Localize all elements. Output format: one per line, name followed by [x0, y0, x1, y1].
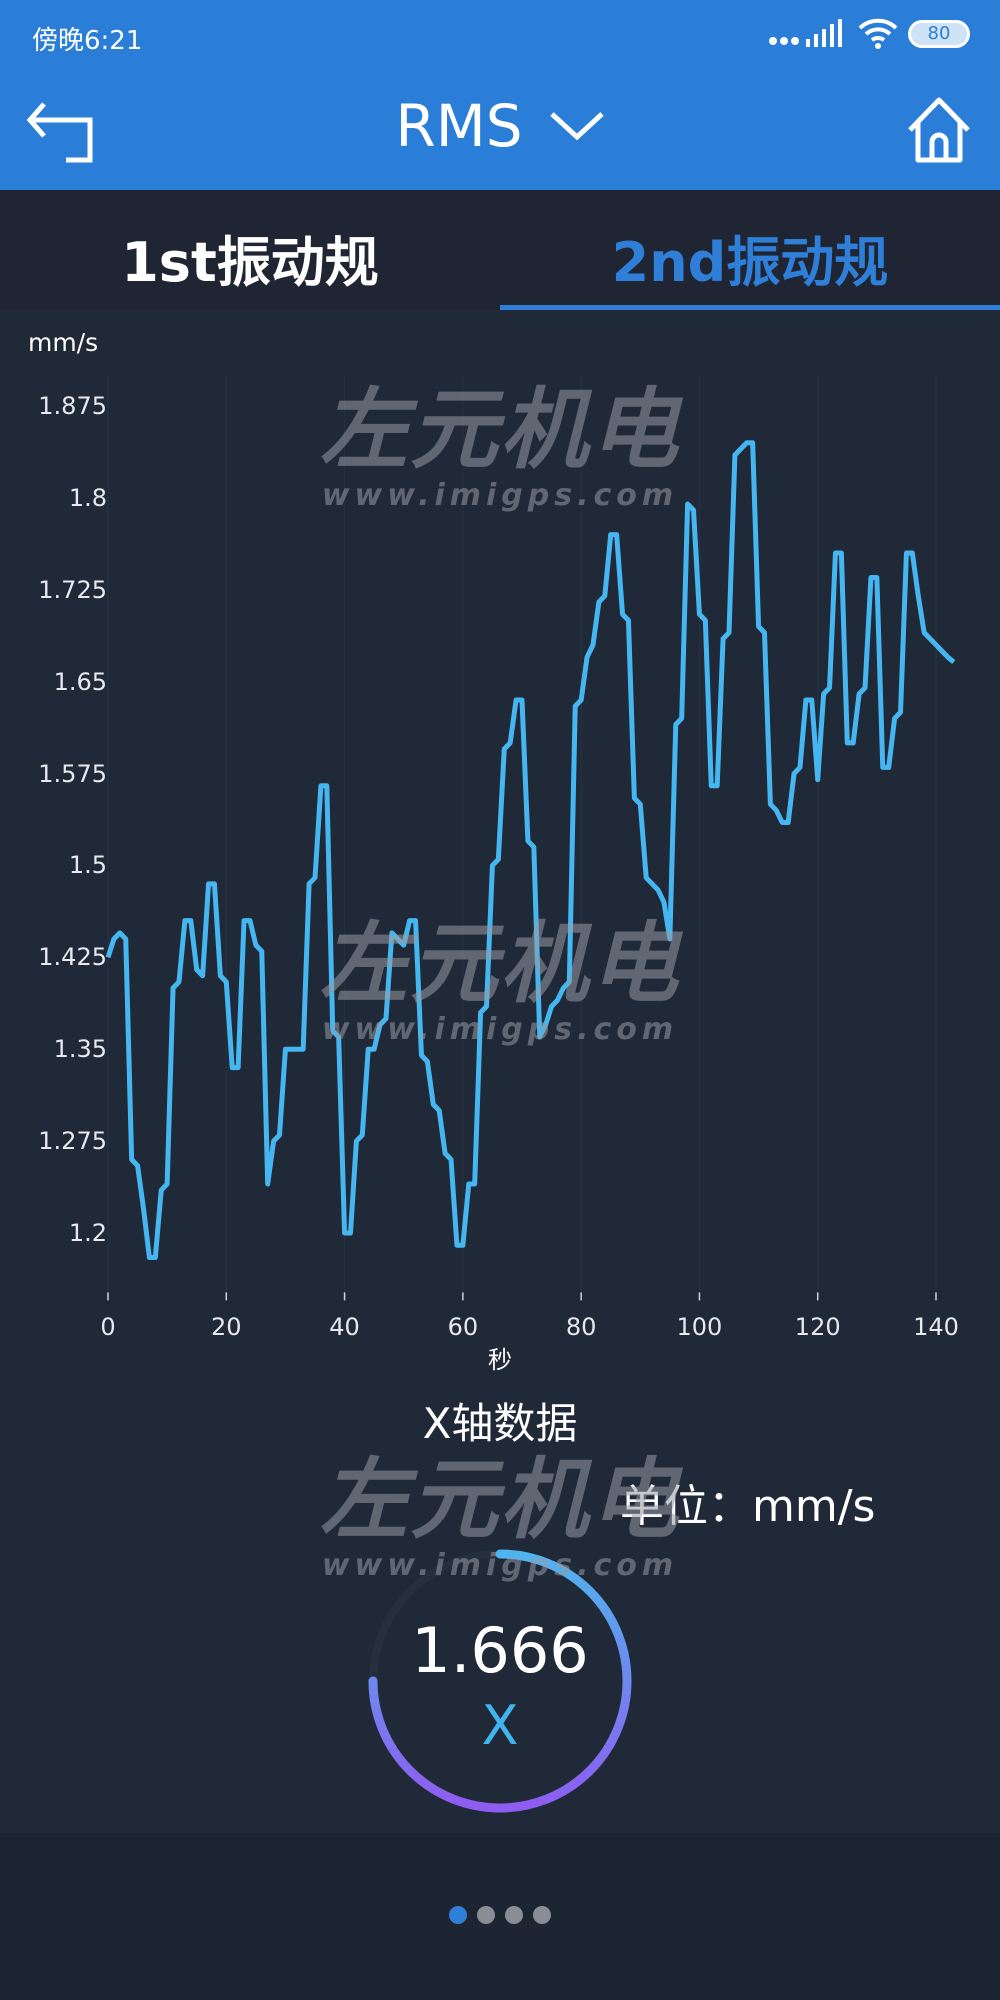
x-tick-label: 100	[676, 1313, 723, 1341]
y-tick-label: 1.275	[38, 1127, 107, 1156]
tab-bar: 1st振动规 2nd振动规	[0, 190, 1000, 310]
y-tick-label: 1.875	[38, 391, 107, 420]
x-tick-label: 140	[913, 1313, 959, 1341]
y-tick-label: 1.8	[68, 483, 107, 512]
gauge-ring	[368, 1549, 632, 1813]
y-tick-label: 1.5	[68, 851, 107, 880]
home-icon[interactable]	[906, 96, 972, 164]
unit-label: 单位：mm/s	[620, 1481, 876, 1532]
wifi-icon	[858, 18, 898, 49]
reading-value: 1.666	[411, 1614, 589, 1687]
battery-indicator: 80	[908, 20, 970, 48]
y-tick-label: 1.725	[38, 575, 107, 604]
x-tick-label: 40	[329, 1313, 360, 1341]
x-axis-label: 秒	[488, 1346, 512, 1374]
y-tick-label: 1.425	[38, 943, 107, 972]
line-chart	[105, 440, 956, 1301]
signal-icon	[769, 19, 842, 47]
back-arrow-icon[interactable]	[26, 98, 96, 164]
page-indicator	[0, 1906, 1000, 1924]
chart-title: X轴数据	[422, 1399, 578, 1448]
data-series-line	[105, 440, 956, 1261]
gauge-arc	[368, 1549, 632, 1813]
tab-2nd[interactable]: 2nd振动规	[611, 231, 889, 294]
y-axis-unit: mm/s	[28, 328, 99, 357]
x-tick-label: 0	[100, 1313, 116, 1341]
status-icons: 80	[768, 18, 970, 50]
title-dropdown[interactable]: RMS	[0, 92, 1000, 160]
x-tick-label: 80	[565, 1313, 597, 1341]
y-tick-label: 1.35	[53, 1035, 107, 1064]
reading-axis: X	[481, 1694, 519, 1757]
tab-1st[interactable]: 1st振动规	[121, 231, 379, 294]
status-time: 傍晚6:21	[32, 26, 143, 56]
page-dot[interactable]	[477, 1906, 495, 1924]
y-tick-label: 1.575	[38, 759, 107, 788]
page-dot[interactable]	[449, 1906, 467, 1924]
page-dot[interactable]	[505, 1906, 523, 1924]
page-dot[interactable]	[533, 1906, 551, 1924]
x-tick-label: 60	[447, 1313, 479, 1341]
x-tick-label: 120	[794, 1313, 841, 1341]
y-tick-label: 1.65	[53, 667, 107, 696]
chevron-down-icon	[549, 112, 604, 141]
active-tab-indicator	[500, 305, 1000, 310]
x-tick-label: 20	[211, 1313, 242, 1341]
y-tick-label: 1.2	[68, 1219, 107, 1247]
page-title: RMS	[395, 92, 523, 160]
